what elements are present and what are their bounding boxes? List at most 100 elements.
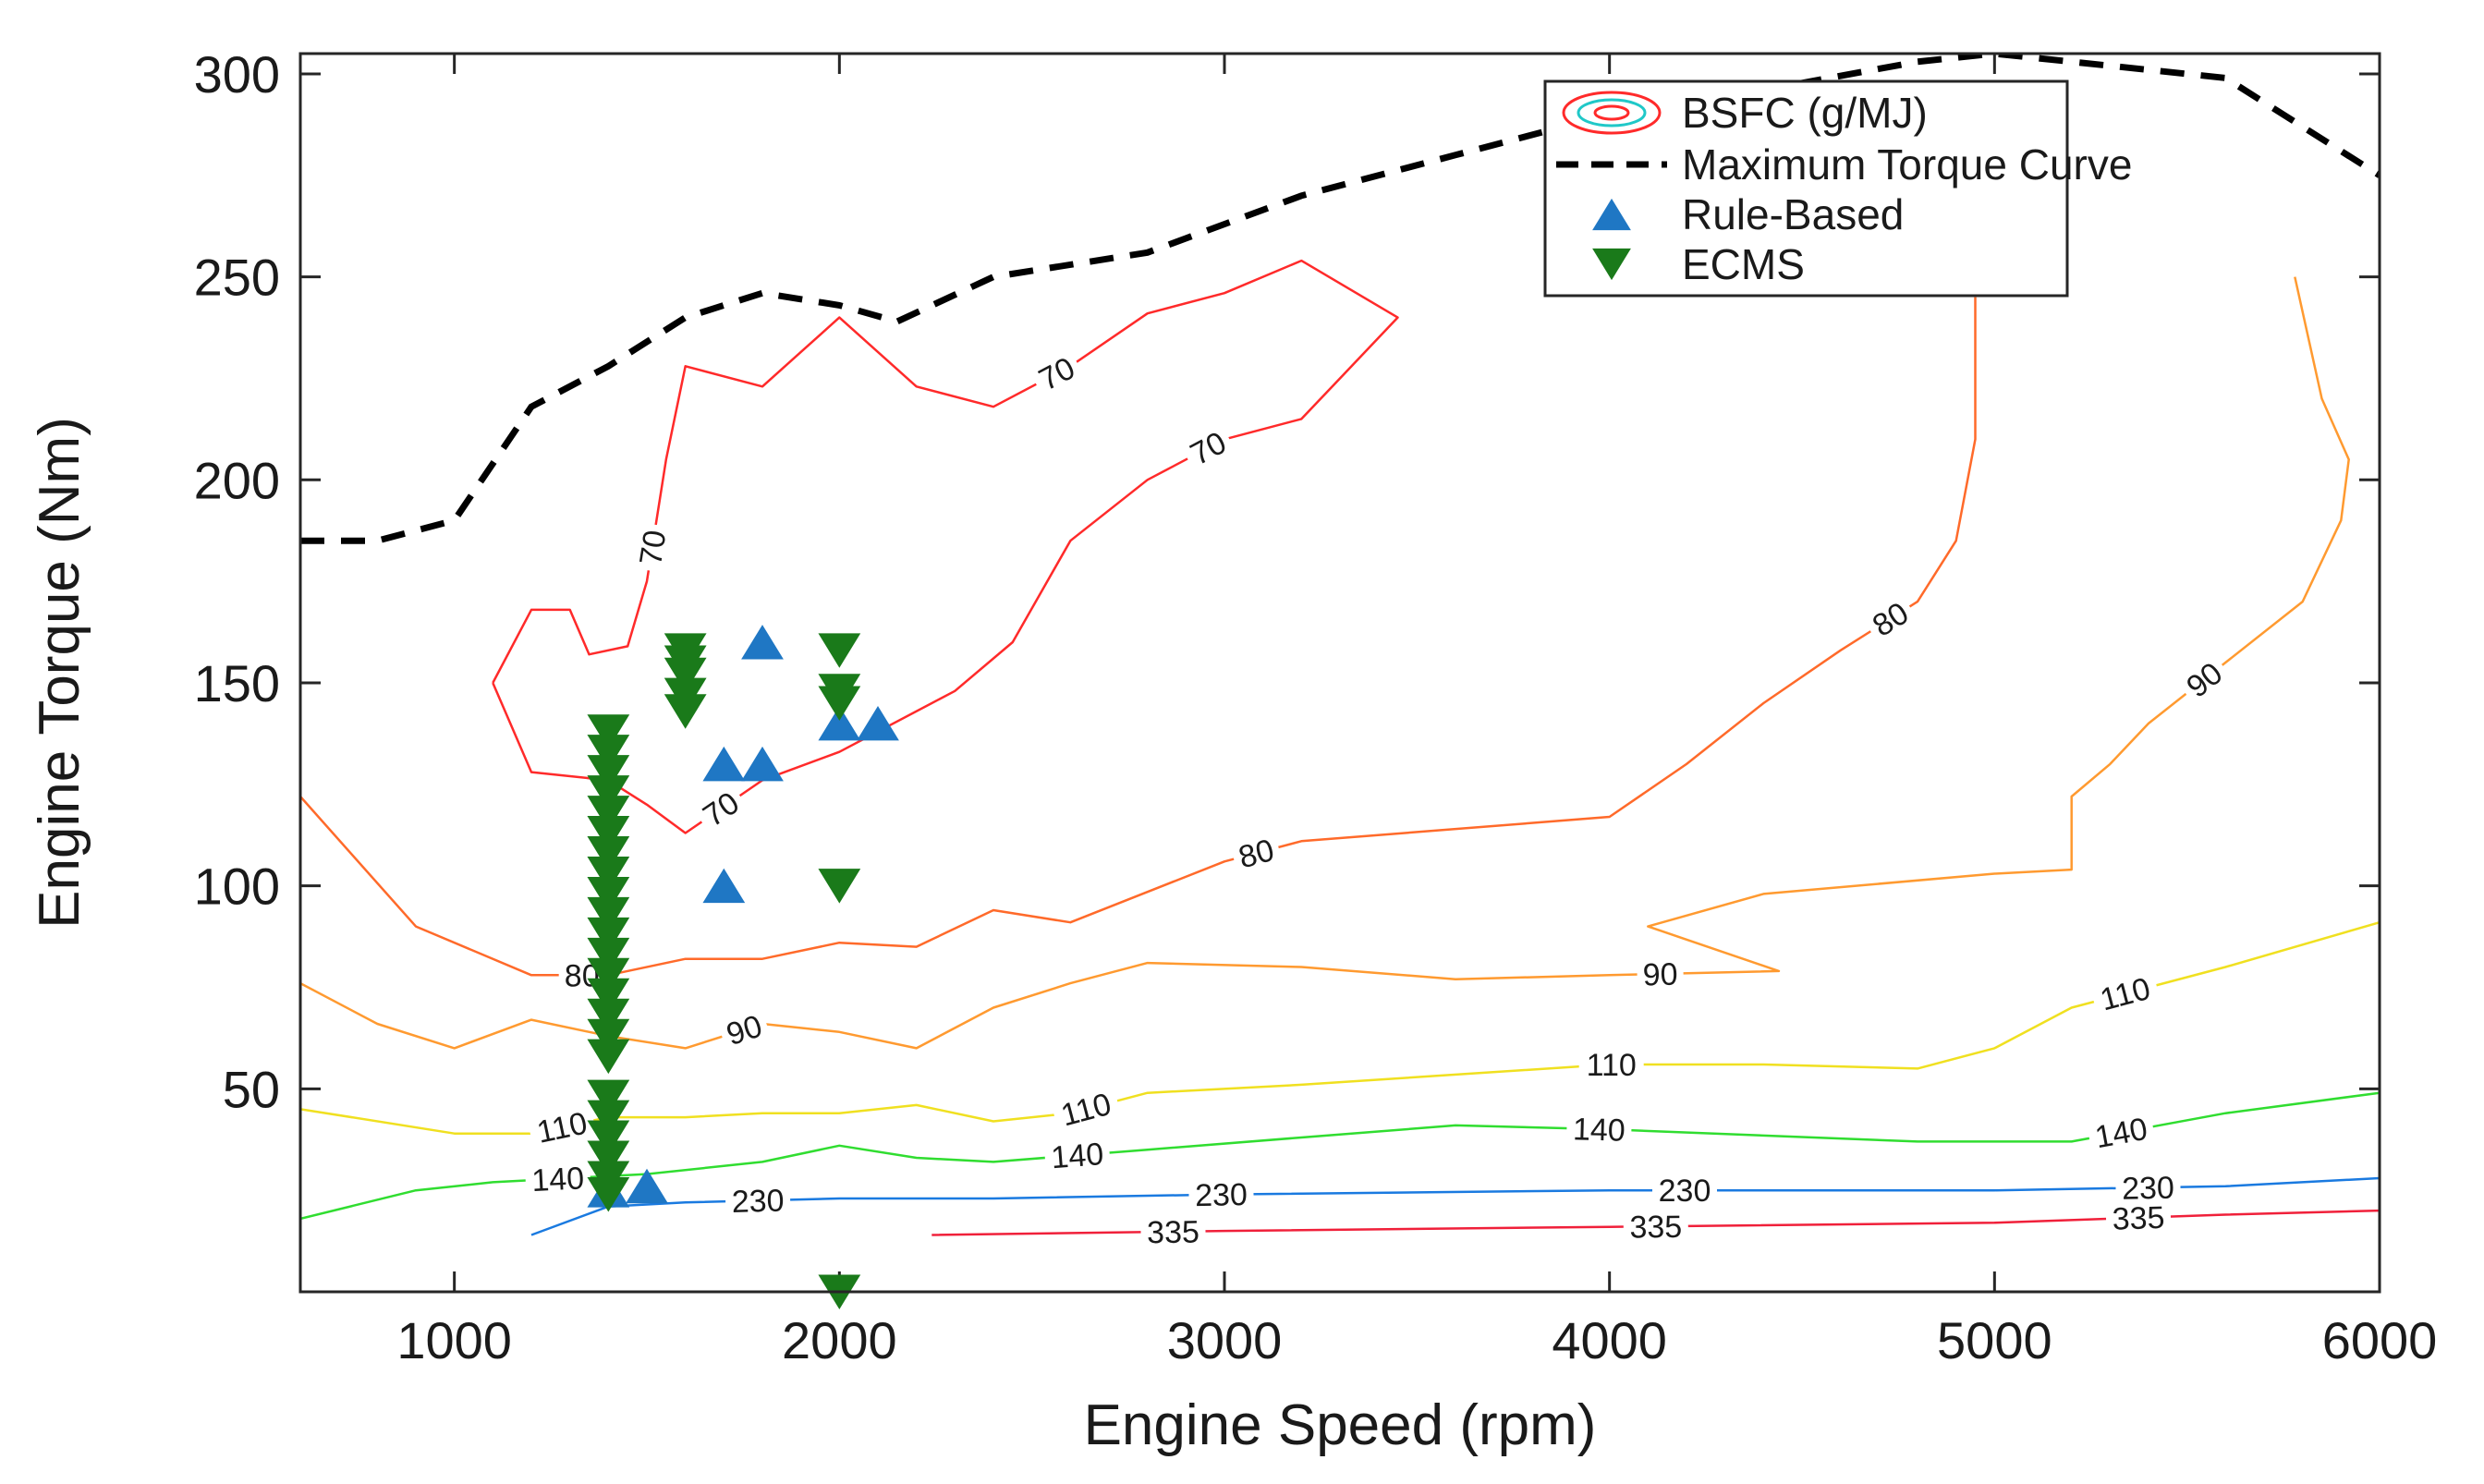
y-tick-label-150: 150 [194,654,280,712]
contour-label-group-230-0: 230 [724,1183,791,1220]
x-tick-label-5000: 5000 [1937,1311,2052,1369]
contour-line-230-0 [530,1176,2380,1236]
contour-label-bg-90-2 [2175,651,2233,708]
contour-label-bg-230-1 [1188,1176,1254,1212]
ecms-point-4 [587,796,630,831]
y-tick-label-100: 100 [194,858,280,916]
contour-label-bg-335-0 [1140,1214,1206,1249]
x-tick-label-3000: 3000 [1167,1311,1283,1369]
contour-label-bg-335-2 [2105,1199,2172,1236]
contour-label-group-90-1: 90 [1637,956,1685,993]
legend-icon-bsfc-inner [1593,104,1630,121]
max-torque-curve [300,54,2380,544]
contour-label-bg-70-1 [1028,347,1085,399]
contour-label-bg-140-3 [2086,1110,2156,1155]
y-tick-label-250: 250 [194,249,280,307]
contour-label-90-1: 90 [1642,957,1678,993]
legend-icon-ecms [1592,248,1631,281]
contour-label-group-110-0: 110 [527,1103,598,1150]
contour-label-230-1: 230 [1195,1177,1248,1213]
rule-based-point-4 [741,746,784,782]
y-tick-label-300: 300 [194,45,280,103]
x-tick-label-4000: 4000 [1552,1311,1667,1369]
ecms-point-12 [587,957,630,993]
contour-label-bg-110-2 [1578,1048,1644,1081]
contour-label-70-0: 70 [633,528,673,567]
contour-label-bg-140-0 [524,1160,591,1198]
ecms-point-31 [818,869,861,904]
contour-label-bg-110-0 [527,1103,598,1150]
ecms-point-0 [587,714,630,749]
ecms-point-3 [587,775,630,810]
ecms-point-28 [818,633,861,668]
ecms-point-2 [587,755,630,790]
contour-label-bg-335-1 [1623,1209,1688,1244]
plot-frame [298,52,2381,1294]
contour-label-bg-70-0 [632,522,673,574]
legend-icon-rule-based [1592,198,1631,231]
legend-label-rule-based: Rule-Based [1682,190,1904,238]
contour-label-group-140-3: 140 [2086,1110,2156,1155]
contour-label-group-110-2: 110 [1578,1048,1644,1083]
contour-label-bg-80-2 [1861,592,1919,646]
legend: BSFC (g/MJ) Maximum Torque Curve Rule-Ba… [1543,79,2132,298]
contour-label-110-2: 110 [1587,1048,1637,1083]
contour-label-group-110-1: 110 [1050,1084,1122,1134]
y-axis-title: Engine Torque (Nm) [28,417,91,929]
contour-line-90-0 [300,276,2350,1050]
ecms-point-7 [587,856,630,892]
contour-label-bg-110-3 [2089,968,2161,1018]
rule-based-point-2 [702,868,746,904]
y-tick-label-200: 200 [194,451,280,509]
ecms-point-13 [587,978,630,1014]
contour-label-140-0: 140 [530,1161,585,1198]
ecms-point-6 [587,836,630,871]
contour-label-bg-140-1 [1043,1136,1112,1174]
ecms-point-16 [587,1039,630,1075]
contour-label-group-140-2: 140 [1565,1112,1632,1149]
contour-label-bg-70-2 [1179,422,1236,474]
contour-label-bg-230-0 [724,1183,791,1219]
legend-label-bsfc: BSFC (g/MJ) [1682,89,1928,137]
legend-icon-bsfc-outer [1562,91,1662,135]
contour-label-140-1: 140 [1050,1137,1105,1175]
legend-icon-bsfc-middle [1577,98,1647,128]
contour-label-bg-70-3 [692,782,749,836]
ecms-point-22 [587,1177,630,1212]
contour-label-group-140-0: 140 [524,1160,591,1198]
ecms-point-18 [587,1100,630,1136]
legend-box [1543,79,2069,298]
legend-label-max-torque: Maximum Torque Curve [1682,140,2132,189]
ecms-point-10 [587,917,630,953]
rule-based-point-5 [741,625,784,660]
contour-label-335-2: 335 [2112,1200,2165,1237]
contour-label-bg-90-1 [1637,956,1685,991]
y-tick-label-50: 50 [223,1060,280,1118]
tick-labels: 1000 2000 3000 4000 5000 6000 50 100 150 200 250 30… [194,45,2438,1369]
contour-label-group-70-0: 70 [632,522,674,574]
rule-based-point-3 [702,746,746,782]
contour-label-230-2: 230 [1659,1174,1711,1209]
ecms-point-20 [587,1140,630,1175]
x-tick-label-2000: 2000 [782,1311,897,1369]
ecms-point-15 [587,1018,630,1054]
contour-label-bg-230-2 [1652,1174,1717,1208]
contour-label-bg-110-1 [1050,1084,1122,1134]
x-tick-label-6000: 6000 [2322,1311,2438,1369]
rule-based-point-6 [818,705,861,741]
legend-icons [1556,91,1667,281]
ecms-point-17 [587,1079,630,1115]
ecms-point-1 [587,735,630,770]
ecms-point-19 [587,1120,630,1156]
legend-label-ecms: ECMS [1682,240,1805,288]
rule-based-point-7 [857,705,899,741]
contour-label-140-2: 140 [1573,1112,1626,1148]
contour-label-group-80-1: 80 [1229,831,1284,875]
contour-label-group-230-1: 230 [1188,1176,1254,1213]
ecms-point-9 [587,896,630,932]
x-axis-title: Engine Speed (rpm) [1084,1393,1597,1457]
contour-label-80-1: 80 [1235,833,1277,875]
x-tick-label-1000: 1000 [396,1311,512,1369]
